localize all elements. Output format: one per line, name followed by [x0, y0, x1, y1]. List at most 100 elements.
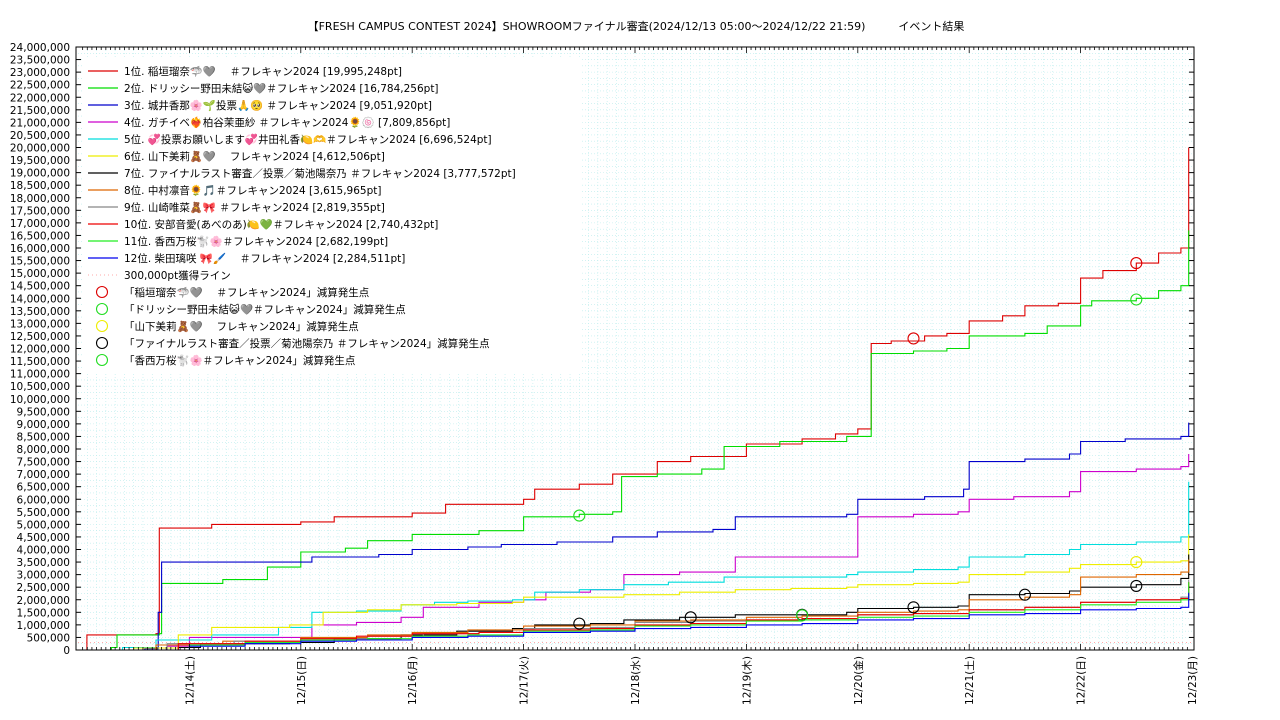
deduction-marker-1 — [907, 332, 920, 345]
legend-marker-label-5: 「香西万桜🐩🌸＃フレキャン2024」減算発生点 — [124, 354, 355, 367]
y-tick-label: 22,500,000 — [10, 80, 70, 92]
deduction-marker-4 — [573, 617, 586, 630]
deduction-marker-4 — [1130, 579, 1143, 592]
y-axis: 0500,0001,000,0001,500,0002,000,0002,500… — [10, 42, 1194, 657]
series-line-6 — [83, 534, 1190, 651]
x-tick-label: 12/18(水) — [630, 656, 642, 705]
y-tick-label: 6,500,000 — [17, 482, 70, 494]
x-axis: 12/14(土) 12/15(日) 12/16(月) 12/17(火) 12/18(水)… — [82, 47, 1199, 705]
y-tick-label: 17,000,000 — [10, 218, 70, 230]
legend-marker-label-3: 「山下美莉🧸🩶 フレキャン2024」減算発生点 — [124, 320, 359, 333]
series-lines — [83, 147, 1190, 651]
y-tick-label: 0 — [63, 645, 70, 657]
deduction-marker-4 — [907, 601, 920, 614]
deduction-marker-4 — [1018, 588, 1031, 601]
x-tick-label: 12/23(月) — [1187, 656, 1199, 705]
legend-marker-2 — [95, 302, 109, 316]
legend-label-12: 12位. 柴田璃咲 🎀🖌️ ＃フレキャン2024 [2,284,511pt] — [124, 252, 405, 265]
x-tick-label: 12/15(日) — [296, 656, 308, 705]
legend-label-5: 5位. 💞投票お願いします💞井田礼香🍋🫶＃フレキャン2024 [6,696,52… — [124, 133, 492, 146]
y-tick-label: 11,500,000 — [10, 356, 70, 368]
legend-marker-3 — [95, 319, 109, 333]
y-tick-label: 3,000,000 — [17, 570, 70, 582]
y-tick-label: 16,500,000 — [10, 230, 70, 242]
y-tick-label: 10,000,000 — [10, 394, 70, 406]
deduction-marker-2 — [573, 509, 586, 522]
legend-label-9: 9位. 山崎唯菜🧸🎀 ＃フレキャン2024 [2,819,355pt] — [124, 201, 385, 214]
deduction-marker-3 — [1130, 556, 1143, 569]
y-tick-label: 11,000,000 — [10, 369, 70, 381]
y-tick-label: 12,500,000 — [10, 331, 70, 343]
deduction-markers — [573, 257, 1143, 630]
legend-label-4: 4位. ガチイベ❤️‍🔥柏谷茉亜紗 ＃フレキャン2024🌻🍥 [7,809,85… — [124, 116, 450, 129]
y-tick-label: 9,000,000 — [17, 419, 70, 431]
y-tick-label: 15,000,000 — [10, 268, 70, 280]
legend-label-6: 6位. 山下美莉🧸🩶 フレキャン2024 [4,612,506pt] — [124, 150, 385, 163]
y-tick-label: 22,000,000 — [10, 92, 70, 104]
y-tick-label: 5,500,000 — [17, 507, 70, 519]
legend: 1位. 稲垣瑠奈🦈🩶 ＃フレキャン2024 [19,995,248pt] 2位. … — [88, 65, 516, 367]
x-tick-label: 12/21(土) — [963, 656, 976, 705]
y-tick-label: 6,000,000 — [17, 494, 70, 506]
legend-marker-label-1: 「稲垣瑠奈🦈🩶 ＃フレキャン2024」減算発生点 — [124, 286, 369, 299]
y-tick-label: 7,500,000 — [17, 457, 70, 469]
y-tick-label: 3,500,000 — [17, 557, 70, 569]
y-tick-label: 8,000,000 — [17, 444, 70, 456]
x-tick-label: 12/16(月) — [407, 656, 419, 705]
y-tick-label: 23,500,000 — [10, 55, 70, 67]
legend-marker-5 — [95, 353, 109, 367]
legend-label-3: 3位. 城井香那🌸🌱投票🙏🥺 ＃フレキャン2024 [9,051,920pt] — [124, 99, 432, 112]
series-line-2 — [83, 230, 1190, 651]
legend-label-7: 7位. ファイナルラスト審査／投票／菊池陽奈乃 ＃フレキャン2024 [3,77… — [124, 167, 516, 180]
y-tick-label: 14,000,000 — [10, 293, 70, 305]
series-line-10 — [83, 582, 1190, 651]
x-tick-label: 12/22(日) — [1076, 656, 1088, 705]
chart-title: 【FRESH CAMPUS CONTEST 2024】SHOWROOMファイナル… — [308, 19, 965, 33]
series-line-8 — [83, 559, 1190, 651]
y-tick-label: 19,000,000 — [10, 168, 70, 180]
series-line-3 — [83, 422, 1190, 651]
legend-label-11: 11位. 香西万桜🐩🌸＃フレキャン2024 [2,682,199pt] — [124, 235, 388, 248]
y-tick-label: 2,500,000 — [17, 582, 70, 594]
y-tick-label: 14,500,000 — [10, 281, 70, 293]
deduction-marker-1 — [1130, 257, 1143, 270]
y-tick-label: 23,000,000 — [10, 67, 70, 79]
y-tick-label: 20,500,000 — [10, 130, 70, 142]
legend-marker-label-4: 「ファイナルラスト審査／投票／菊池陽奈乃 ＃フレキャン2024」減算発生点 — [124, 337, 490, 350]
y-tick-label: 21,000,000 — [10, 117, 70, 129]
y-tick-label: 2,000,000 — [17, 595, 70, 607]
y-tick-label: 17,500,000 — [10, 205, 70, 217]
series-line-1 — [83, 147, 1190, 651]
y-tick-label: 20,000,000 — [10, 143, 70, 155]
y-tick-label: 7,000,000 — [17, 469, 70, 481]
x-tick-label: 12/19(木) — [741, 656, 753, 705]
legend-label-1: 1位. 稲垣瑠奈🦈🩶 ＃フレキャン2024 [19,995,248pt] — [124, 65, 402, 78]
y-tick-label: 13,000,000 — [10, 318, 70, 330]
x-tick-label: 12/14(土) — [183, 656, 196, 705]
y-tick-label: 15,500,000 — [10, 256, 70, 268]
y-tick-label: 18,500,000 — [10, 180, 70, 192]
y-tick-label: 9,500,000 — [17, 406, 70, 418]
x-tick-label: 12/20(金) — [852, 656, 865, 705]
y-tick-label: 500,000 — [27, 632, 70, 644]
legend-label-10: 10位. 安部音愛(あべのあ)🍋💚＃フレキャン2024 [2,740,432pt… — [124, 218, 438, 231]
legend-label-8: 8位. 中村凛音🌻🎵＃フレキャン2024 [3,615,965pt] — [124, 184, 381, 197]
x-tick-label: 12/17(火) — [519, 656, 531, 705]
y-tick-label: 5,000,000 — [17, 519, 70, 531]
y-tick-label: 16,000,000 — [10, 243, 70, 255]
y-tick-label: 10,500,000 — [10, 381, 70, 393]
y-tick-label: 13,500,000 — [10, 306, 70, 318]
y-tick-label: 12,000,000 — [10, 344, 70, 356]
y-tick-label: 1,500,000 — [17, 607, 70, 619]
y-tick-label: 18,000,000 — [10, 193, 70, 205]
deduction-marker-4 — [684, 611, 697, 624]
series-line-5 — [83, 481, 1190, 651]
y-tick-label: 8,500,000 — [17, 431, 70, 443]
legend-label-threshold: 300,000pt獲得ライン — [124, 269, 231, 282]
deduction-marker-5 — [796, 609, 809, 622]
legend-label-2: 2位. ドリッシー野田未結😺🩶＃フレキャン2024 [16,784,256pt] — [124, 82, 439, 95]
y-tick-label: 4,000,000 — [17, 545, 70, 557]
series-line-4 — [83, 454, 1190, 651]
y-tick-label: 19,500,000 — [10, 155, 70, 167]
